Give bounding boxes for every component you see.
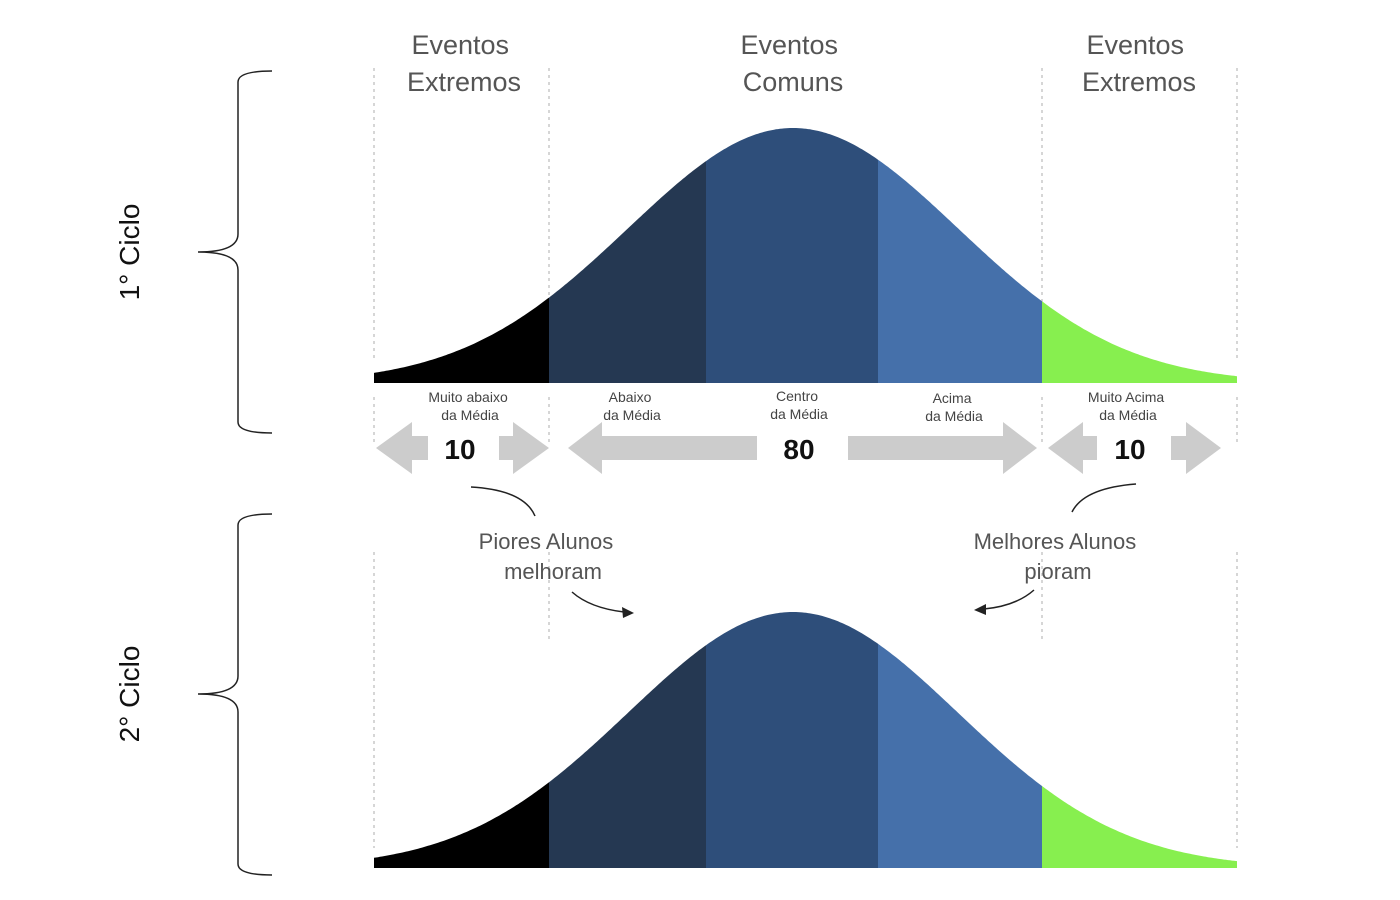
cycle-label-second: 2° Ciclo xyxy=(114,646,145,743)
arrowhead-icon xyxy=(974,604,986,615)
header-right: Eventos Extremos xyxy=(1082,30,1196,97)
arrow-right-icon xyxy=(499,422,549,474)
region-label-line: Acima xyxy=(933,390,972,406)
annotation-line: melhoram xyxy=(504,559,602,584)
header-center-line2: Comuns xyxy=(743,67,844,97)
region-label-line: da Média xyxy=(925,408,983,424)
curved-arrow-icon xyxy=(1071,483,1137,513)
bell-region-above xyxy=(878,643,1042,868)
bell-curve-first-cycle xyxy=(374,128,1237,383)
curved-arrow-icon xyxy=(571,591,625,613)
annotation-line: pioram xyxy=(1024,559,1091,584)
cycle-label-first: 1° Ciclo xyxy=(114,204,145,301)
guides-bottom xyxy=(373,552,1238,848)
region-label-line: Centro xyxy=(776,388,818,404)
curved-arrow-icon xyxy=(983,589,1035,610)
header-left-line1: Eventos xyxy=(411,30,509,60)
curved-arrow-icon xyxy=(470,486,536,517)
header-center-line1: Eventos xyxy=(740,30,838,60)
region-label-very-above: Muito Acima da Média xyxy=(1088,389,1168,423)
header-left-line2: Extremos xyxy=(407,67,521,97)
arrow-left-icon xyxy=(1048,422,1097,474)
annotation-best-students: Melhores Alunos pioram xyxy=(974,529,1143,584)
bell-region-very-above xyxy=(1042,301,1237,383)
header-right-line2: Extremos xyxy=(1082,67,1196,97)
region-label-line: da Média xyxy=(603,407,661,423)
bell-region-very-above xyxy=(1042,786,1237,868)
region-label-very-below: Muito abaixo da Média xyxy=(428,389,511,423)
arrows-row xyxy=(376,422,1221,474)
arrow-right-icon xyxy=(1171,422,1221,474)
region-label-line: da Média xyxy=(770,406,828,422)
brace-second-cycle xyxy=(197,513,273,876)
header-right-line1: Eventos xyxy=(1086,30,1184,60)
region-label-line: Abaixo xyxy=(609,389,652,405)
annotation-line: Piores Alunos xyxy=(479,529,614,554)
count-center: 80 xyxy=(783,434,814,465)
region-label-line: da Média xyxy=(1099,407,1157,423)
region-label-line: Muito abaixo xyxy=(428,389,508,405)
bell-region-below xyxy=(549,161,706,383)
guides-top xyxy=(373,68,1238,442)
region-label-center: Centro da Média xyxy=(770,388,828,422)
bell-region-very-below xyxy=(374,782,549,868)
arrowhead-icon xyxy=(622,607,634,618)
arrow-right-icon xyxy=(848,422,1037,474)
count-left: 10 xyxy=(444,434,475,465)
header-left: Eventos Extremos xyxy=(407,30,521,97)
bell-region-center xyxy=(706,612,878,868)
annotation-line: Melhores Alunos xyxy=(974,529,1137,554)
bell-region-center xyxy=(706,128,878,383)
bell-region-below xyxy=(549,645,706,868)
header-center: Eventos Comuns xyxy=(740,30,845,97)
arrow-left-icon xyxy=(376,422,428,474)
annotation-worst-students: Piores Alunos melhoram xyxy=(479,529,620,584)
bell-region-above xyxy=(878,159,1042,383)
region-label-line: Muito Acima xyxy=(1088,389,1164,405)
region-label-below: Abaixo da Média xyxy=(603,389,661,423)
bell-curve-second-cycle xyxy=(374,612,1237,868)
brace-first-cycle xyxy=(197,70,273,434)
region-label-line: da Média xyxy=(441,407,499,423)
bell-region-very-below xyxy=(374,297,549,383)
region-label-above: Acima da Média xyxy=(925,390,983,424)
arrow-left-icon xyxy=(568,422,757,474)
count-right: 10 xyxy=(1114,434,1145,465)
